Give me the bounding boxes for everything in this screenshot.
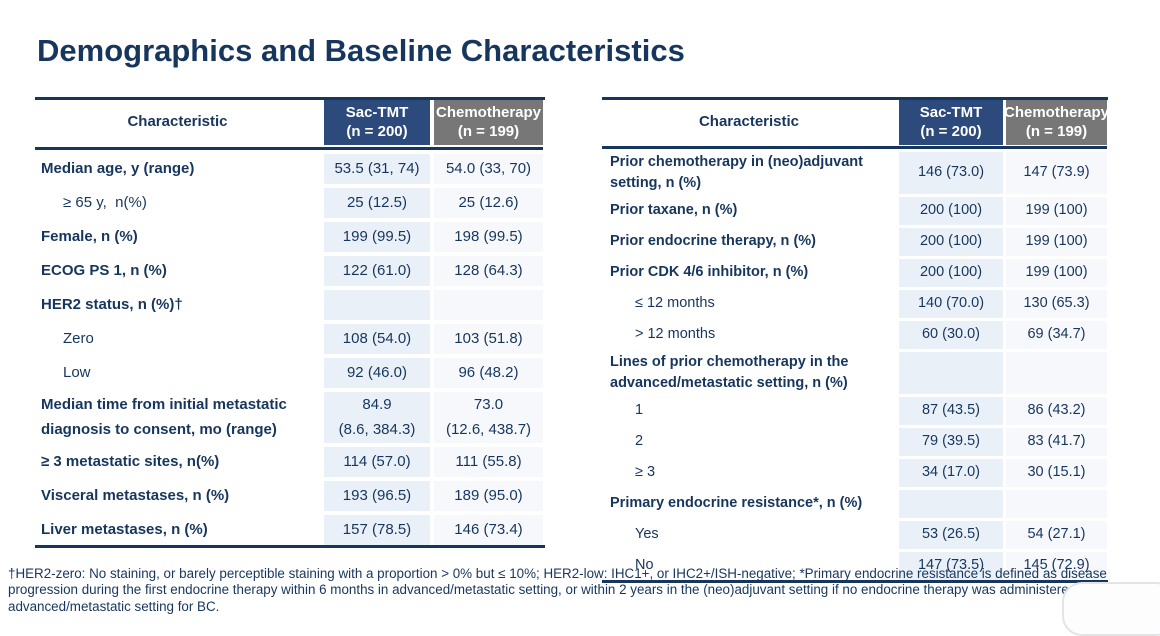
column-header-characteristic: Characteristic [35,100,320,145]
row-label: Primary endocrine resistance*, n (%) [602,489,896,518]
row-label: ≥ 3 metastatic sites, n(%) [35,446,320,477]
row-label: Prior CDK 4/6 inhibitor, n (%) [602,258,896,287]
value-cell-sac-tmt: 140 (70.0) [899,289,1003,318]
row-label: ≥ 65 y, n(%) [35,187,320,218]
value-cell-chemotherapy: 73.0 (12.6, 438.7) [434,391,543,443]
value-cell-chemotherapy: 198 (99.5) [434,221,543,252]
value-cell-sac-tmt: 25 (12.5) [324,187,430,218]
value-cell-chemotherapy: 86 (43.2) [1006,396,1107,425]
row-label: No [602,551,896,580]
row-label: Visceral metastases, n (%) [35,480,320,511]
row-label: 1 [602,396,896,425]
value-cell-sac-tmt: 193 (96.5) [324,480,430,511]
value-cell-sac-tmt: 79 (39.5) [899,427,1003,456]
demographics-table: Characteristic Sac-TMT (n = 200) Chemoth… [35,97,545,548]
value-cell-sac-tmt: 53 (26.5) [899,520,1003,549]
value-cell-sac-tmt: 122 (61.0) [324,255,430,286]
value-cell-sac-tmt [324,289,430,320]
value-cell-chemotherapy: 199 (100) [1006,196,1107,225]
column-header-sac-tmt: Sac-TMT (n = 200) [324,100,430,145]
value-cell-chemotherapy: 128 (64.3) [434,255,543,286]
value-cell-sac-tmt: 200 (100) [899,227,1003,256]
value-cell-chemotherapy: 69 (34.7) [1006,320,1107,349]
value-cell-chemotherapy: 96 (48.2) [434,357,543,388]
row-label: Zero [35,323,320,354]
footnote: †HER2-zero: No staining, or barely perce… [8,566,1107,614]
value-cell-sac-tmt: 200 (100) [899,196,1003,225]
value-cell-sac-tmt: 92 (46.0) [324,357,430,388]
prior-therapy-table: Characteristic Sac-TMT (n = 200) Chemoth… [602,97,1109,583]
value-cell-chemotherapy: 25 (12.6) [434,187,543,218]
row-label: Median time from initial metastatic diag… [35,391,320,443]
value-cell-sac-tmt: 146 (73.0) [899,151,1003,194]
value-cell-sac-tmt: 157 (78.5) [324,514,430,545]
value-cell-sac-tmt: 114 (57.0) [324,446,430,477]
row-label: Lines of prior chemotherapy in the advan… [602,351,896,394]
value-cell-chemotherapy: 130 (65.3) [1006,289,1107,318]
value-cell-chemotherapy: 54 (27.1) [1006,520,1107,549]
value-cell-chemotherapy: 147 (73.9) [1006,151,1107,194]
value-cell-sac-tmt: 200 (100) [899,258,1003,287]
value-cell-chemotherapy: 83 (41.7) [1006,427,1107,456]
value-cell-chemotherapy: 145 (72.9) [1006,551,1107,580]
row-label: Prior taxane, n (%) [602,196,896,225]
row-label: Prior endocrine therapy, n (%) [602,227,896,256]
value-cell-sac-tmt: 87 (43.5) [899,396,1003,425]
value-cell-sac-tmt: 147 (73.5) [899,551,1003,580]
value-cell-chemotherapy [1006,489,1107,518]
slide-title: Demographics and Baseline Characteristic… [37,32,685,68]
value-cell-chemotherapy: 54.0 (33, 70) [434,153,543,184]
header-divider [35,147,543,150]
value-cell-chemotherapy: 146 (73.4) [434,514,543,545]
value-cell-sac-tmt: 60 (30.0) [899,320,1003,349]
value-cell-chemotherapy: 199 (100) [1006,258,1107,287]
value-cell-sac-tmt: 199 (99.5) [324,221,430,252]
value-cell-sac-tmt: 34 (17.0) [899,458,1003,487]
row-label: Liver metastases, n (%) [35,514,320,545]
column-header-chemotherapy: Chemotherapy (n = 199) [434,100,543,145]
row-label: Low [35,357,320,388]
value-cell-chemotherapy: 30 (15.1) [1006,458,1107,487]
value-cell-chemotherapy: 111 (55.8) [434,446,543,477]
row-label: ≤ 12 months [602,289,896,318]
column-header-characteristic: Characteristic [602,100,896,145]
value-cell-chemotherapy [1006,351,1107,394]
row-label: ≥ 3 [602,458,896,487]
row-label: Female, n (%) [35,221,320,252]
row-label: > 12 months [602,320,896,349]
value-cell-chemotherapy [434,289,543,320]
value-cell-chemotherapy: 103 (51.8) [434,323,543,354]
value-cell-sac-tmt: 53.5 (31, 74) [324,153,430,184]
row-label: Yes [602,520,896,549]
row-label: Median age, y (range) [35,153,320,184]
row-label: HER2 status, n (%)† [35,289,320,320]
value-cell-sac-tmt [899,489,1003,518]
row-label: Prior chemotherapy in (neo)adjuvant sett… [602,151,896,194]
column-header-chemotherapy: Chemotherapy (n = 199) [1004,100,1109,145]
header-divider [602,146,1107,149]
value-cell-sac-tmt [899,351,1003,394]
corner-decoration [1062,582,1160,636]
row-label: ECOG PS 1, n (%) [35,255,320,286]
row-label: 2 [602,427,896,456]
column-header-sac-tmt: Sac-TMT (n = 200) [899,100,1003,145]
value-cell-sac-tmt: 108 (54.0) [324,323,430,354]
value-cell-chemotherapy: 199 (100) [1006,227,1107,256]
value-cell-chemotherapy: 189 (95.0) [434,480,543,511]
value-cell-sac-tmt: 84.9 (8.6, 384.3) [324,391,430,443]
